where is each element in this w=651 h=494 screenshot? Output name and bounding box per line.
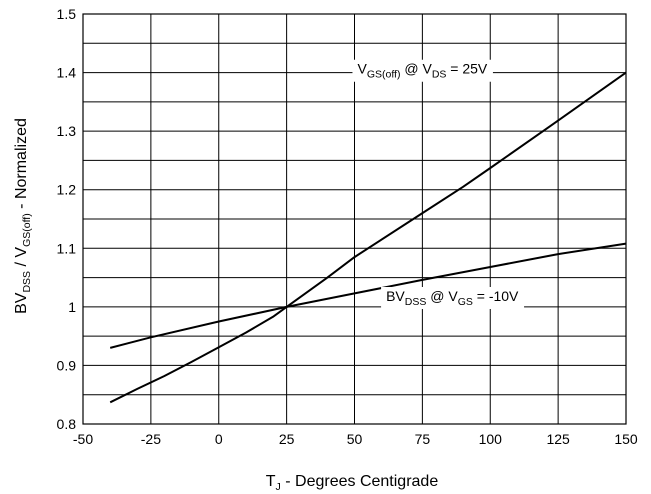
y-tick-label: 1.2 <box>57 182 77 198</box>
x-tick-label: 50 <box>347 431 363 447</box>
x-tick-label: -25 <box>141 431 161 447</box>
x-tick-label: 0 <box>215 431 223 447</box>
y-tick-label: 1.5 <box>57 6 77 22</box>
y-tick-label: 1.3 <box>57 123 77 139</box>
y-axis-label: BVDSS / VGS(off) - Normalized <box>13 118 33 314</box>
y-tick-label: 0.8 <box>57 416 77 432</box>
y-tick-label: 1 <box>68 299 76 315</box>
series-label-1: VGS(off) @ VDS = 25V <box>352 59 493 82</box>
y-tick-label: 1.1 <box>57 240 77 256</box>
series-label-background <box>381 287 525 309</box>
grid-lines <box>83 14 626 424</box>
x-tick-label: 125 <box>546 431 570 447</box>
series-label-background <box>352 59 493 82</box>
x-tick-label: 100 <box>479 431 503 447</box>
x-tick-label: -50 <box>73 431 93 447</box>
series-label-text: VGS(off) @ VDS = 25V <box>357 61 487 81</box>
x-axis-label: TJ - Degrees Centigrade <box>266 473 439 493</box>
series-label-text: BVDSS @ VGS = -10V <box>386 288 519 308</box>
series-lines <box>109 71 627 404</box>
series-labels: VGS(off) @ VDS = 25V BVDSS @ VGS = -10V <box>352 59 525 309</box>
tick-labels: -50 -25 0 25 50 75 100 125 150 0.8 0.9 1 1.1 1.2 1.3 1.… <box>57 6 638 447</box>
x-tick-label: 75 <box>415 431 431 447</box>
x-tick-label: 25 <box>279 431 295 447</box>
plot-frame <box>82 13 627 425</box>
series-line-2 <box>109 242 627 349</box>
y-tick-label: 1.4 <box>57 65 77 81</box>
series-line-1 <box>109 71 627 404</box>
x-tick-label: 150 <box>614 431 638 447</box>
series-label-2: BVDSS @ VGS = -10V <box>381 287 525 309</box>
y-tick-label: 0.9 <box>57 357 77 373</box>
